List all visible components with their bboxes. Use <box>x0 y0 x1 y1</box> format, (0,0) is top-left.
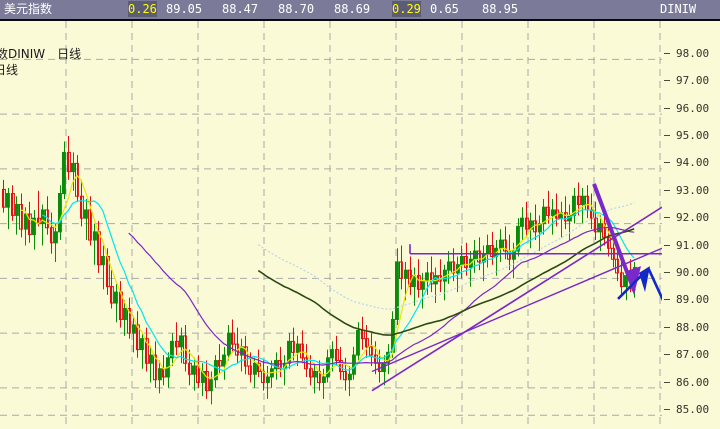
axis-tick <box>664 272 670 273</box>
axis-label: 88.00 <box>676 320 710 334</box>
axis-label: 87.00 <box>676 348 710 362</box>
axis-label: 91.00 <box>676 238 710 252</box>
chart-plot-area[interactable]: 数DINIW 日线 日线 <box>0 21 662 429</box>
header-divider <box>0 19 720 21</box>
change-percent-2: 0.29 <box>392 1 421 17</box>
symbol-name: 美元指数 <box>4 2 53 16</box>
axis-tick <box>664 52 670 54</box>
axis-tick <box>664 162 670 164</box>
axis-tick <box>664 189 670 191</box>
drawing-layer[interactable] <box>0 21 662 429</box>
quote-value-4: 88.70 <box>278 2 315 16</box>
grid-layer <box>0 21 662 429</box>
axis-label: 95.00 <box>676 129 710 143</box>
last-price: 89.05 <box>166 2 203 16</box>
axis-label: 90.00 <box>676 266 710 279</box>
chart-title-label: 数DINIW 日线 <box>0 47 82 61</box>
axis-label: 94.00 <box>676 156 710 170</box>
axis-label: 89.00 <box>676 293 710 307</box>
axis-tick <box>664 354 670 356</box>
change-absolute: 0.65 <box>430 2 459 16</box>
candlestick-layer <box>2 136 637 405</box>
axis-tick <box>664 299 670 301</box>
quote-value-5: 88.69 <box>334 2 371 16</box>
symbol-code: DINIW <box>660 2 697 16</box>
axis-label: 92.00 <box>676 211 710 225</box>
quote-value-8: 88.95 <box>482 2 519 16</box>
low-price: 88.47 <box>222 2 259 16</box>
axis-label: 97.00 <box>676 74 710 88</box>
axis-tick <box>664 107 670 109</box>
chart-subtitle-label: 日线 <box>0 63 19 77</box>
axis-tick <box>664 217 670 219</box>
axis-tick <box>664 80 670 82</box>
axis-label: 93.00 <box>676 183 710 197</box>
axis-tick <box>664 135 670 137</box>
axis-label: 98.00 <box>676 46 710 60</box>
axis-tick <box>664 326 670 328</box>
axis-label: 85.00 <box>676 402 710 416</box>
axis-label: 86.00 <box>676 375 710 389</box>
quote-bar[interactable]: 美元指数 0.26 89.05 88.47 88.70 88.69 0.29 0… <box>0 0 720 19</box>
axis-label: 96.00 <box>676 101 710 115</box>
axis-tick <box>664 381 670 383</box>
change-percent: 0.26 <box>128 1 157 17</box>
axis-tick <box>664 408 670 410</box>
axis-tick <box>664 244 670 246</box>
price-axis[interactable]: 98.00 97.00 96.00 95.00 94.00 93.00 92.00 91.00… <box>662 21 720 429</box>
